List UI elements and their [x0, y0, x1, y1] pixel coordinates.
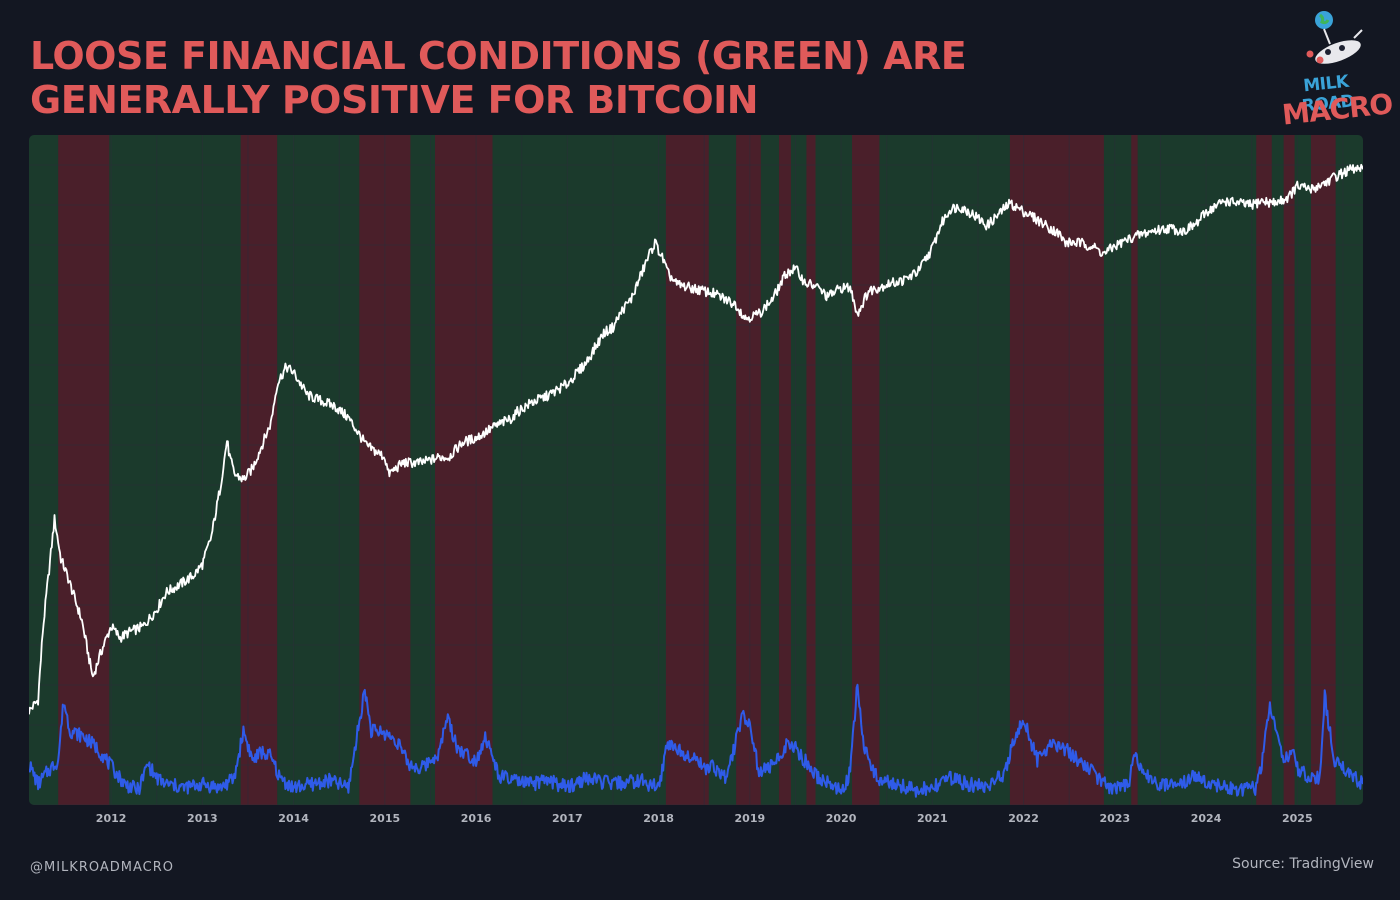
- milk-road-macro-logo: MILK ROAD MACRO: [1276, 8, 1394, 132]
- x-tick-label: 2020: [826, 812, 857, 825]
- cow-icon: [1306, 28, 1363, 64]
- tight-period-2: [240, 135, 278, 805]
- tight-period-1: [58, 135, 110, 805]
- x-tick-label: 2016: [461, 812, 492, 825]
- x-tick-label: 2023: [1100, 812, 1131, 825]
- bitcoin-price-line: [29, 163, 1363, 715]
- x-axis: 2012 2013 2014 2015 2016 2017 2018 2019 2020 2021…: [96, 812, 1313, 825]
- x-tick-label: 2017: [552, 812, 583, 825]
- x-tick-label: 2019: [735, 812, 766, 825]
- twitter-handle: @MILKROADMACRO: [30, 860, 174, 875]
- x-tick-label: 2021: [917, 812, 948, 825]
- x-tick-label: 2024: [1191, 812, 1222, 825]
- tight-period-14: [1310, 135, 1336, 805]
- source-label: Source: TradingView: [1232, 856, 1374, 872]
- x-tick-label: 2018: [643, 812, 674, 825]
- tight-period-5: [665, 135, 709, 805]
- grid: [29, 135, 1363, 805]
- x-tick-label: 2015: [370, 812, 401, 825]
- x-tick-label: 2025: [1282, 812, 1313, 825]
- x-tick-label: 2013: [187, 812, 218, 825]
- tight-period-11: [1131, 135, 1138, 805]
- globe-icon: [1315, 11, 1333, 29]
- x-tick-label: 2014: [278, 812, 309, 825]
- tight-period-10: [1009, 135, 1104, 805]
- tight-period-12: [1256, 135, 1272, 805]
- tight-period-8: [806, 135, 816, 805]
- tight-period-6: [736, 135, 761, 805]
- financial-conditions-line: [29, 683, 1363, 798]
- tight-period-4: [435, 135, 493, 805]
- logo-illustration: [1306, 11, 1363, 64]
- chart-title: LOOSE FINANCIAL CONDITIONS (GREEN) ARE G…: [30, 34, 967, 122]
- x-tick-label: 2012: [96, 812, 127, 825]
- x-tick-label: 2022: [1008, 812, 1039, 825]
- tight-period-13: [1283, 135, 1295, 805]
- tight-period-7: [779, 135, 791, 805]
